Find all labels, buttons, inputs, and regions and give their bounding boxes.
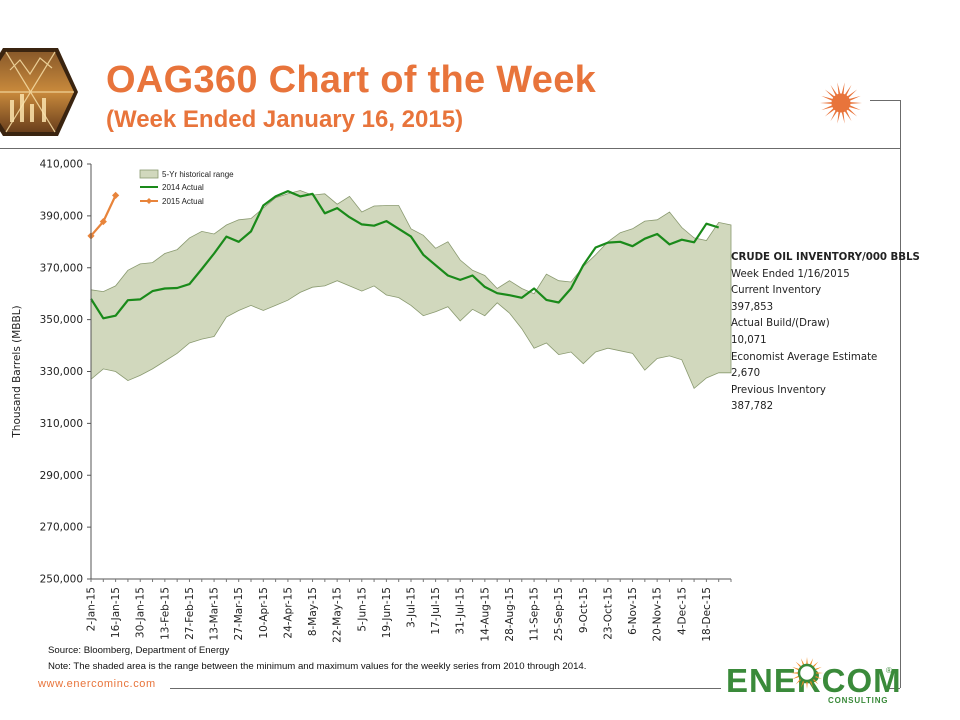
x-tick-label: 13-Feb-15 <box>159 587 171 640</box>
info-line: Economist Average Estimate <box>731 351 878 363</box>
ray-shape <box>841 110 845 124</box>
x-tick-label: 8-May-15 <box>307 587 319 636</box>
plot-area <box>87 190 732 390</box>
x-tick-label: 22-May-15 <box>332 587 344 643</box>
y-axis-title: Thousand Barrels (MBBL) <box>11 305 23 438</box>
ray-shape <box>841 82 845 96</box>
info-line: Previous Inventory <box>731 384 826 396</box>
info-line: 397,853 <box>731 301 774 313</box>
legend-marker-2015 <box>146 198 152 204</box>
legend-swatch-range <box>139 169 159 179</box>
x-tick-label: 16-Jan-15 <box>110 587 122 638</box>
inventory-chart: 250,000 270,000 290,000 310,000 330,000 350,0… <box>11 159 732 643</box>
frame-line-tick <box>870 100 900 101</box>
x-tick-label: 28-Aug-15 <box>504 587 516 642</box>
x-tick-label: 18-Dec-15 <box>701 587 713 642</box>
page-title: OAG360 Chart of the Week <box>106 59 597 101</box>
ray-shape <box>846 107 858 117</box>
info-line: Week Ended 1/16/2015 <box>731 268 850 280</box>
ray-shape <box>848 95 861 102</box>
y-tick-label: 250,000 <box>40 574 83 586</box>
info-line: Current Inventory <box>731 285 822 297</box>
info-line: Actual Build/(Draw) <box>731 318 830 330</box>
x-tick-label: 27-Feb-15 <box>184 587 196 640</box>
ray-shape <box>844 84 852 97</box>
info-heading: CRUDE OIL INVENTORY/000 BBLS <box>731 252 920 263</box>
chart-legend: 5-Yr historical range 2014 Actual 2015 Act… <box>139 169 234 206</box>
x-tick-label: 4-Dec-15 <box>676 587 688 635</box>
ray-shape <box>820 101 834 105</box>
sun-burst-icon <box>820 82 862 124</box>
x-tick-label: 20-Nov-15 <box>652 587 664 642</box>
x-tick-label: 23-Oct-15 <box>602 587 614 640</box>
ray-shape <box>844 109 852 122</box>
y-tick-label: 270,000 <box>40 522 83 534</box>
y-tick-label: 290,000 <box>40 470 83 482</box>
y-tick-label: 330,000 <box>40 366 83 378</box>
x-tick-label: 14-Aug-15 <box>479 587 491 642</box>
page-subtitle: (Week Ended January 16, 2015) <box>106 106 464 133</box>
registered-mark: ® <box>886 666 892 675</box>
x-tick-label: 9-Oct-15 <box>578 587 590 633</box>
frame-line-right <box>900 100 901 688</box>
y-tick-label: 390,000 <box>40 210 83 222</box>
enercom-tagline: CONSULTING <box>828 696 889 705</box>
x-tick-label: 19-Jun-15 <box>381 587 393 638</box>
x-tick-label: 27-Mar-15 <box>233 587 245 640</box>
legend-label: 2015 Actual <box>162 197 204 206</box>
x-tick-label: 3-Jul-15 <box>406 587 418 628</box>
x-tick-label: 2-Jan-15 <box>86 587 98 631</box>
info-line: 10,071 <box>731 334 767 346</box>
frame-line-bottom-right <box>885 688 900 689</box>
enercom-star-icon <box>791 657 823 689</box>
x-tick-label: 17-Jul-15 <box>430 587 442 635</box>
x-tick-label: 11-Sep-15 <box>529 587 541 641</box>
series-2015-line <box>90 194 117 237</box>
legend-label: 5-Yr historical range <box>162 170 234 179</box>
inventory-info-box: CRUDE OIL INVENTORY/000 BBLS Week Ended … <box>731 250 920 416</box>
source-note: Source: Bloomberg, Department of Energy <box>48 645 230 656</box>
x-tick-label: 31-Jul-15 <box>455 587 467 635</box>
x-tick-label: 25-Sep-15 <box>553 587 565 641</box>
ray-shape <box>830 84 838 97</box>
info-line: 387,782 <box>731 401 774 413</box>
shaded-area-note: Note: The shaded area is the range betwe… <box>48 661 587 672</box>
ray-shape <box>830 109 838 122</box>
frame-line-bottom <box>170 688 721 689</box>
info-line: 2,670 <box>731 368 761 380</box>
ray-shape <box>824 89 836 99</box>
website-link[interactable]: www.enercominc.com <box>38 678 156 690</box>
x-tick-label: 24-Apr-15 <box>282 587 294 639</box>
x-tick-label: 30-Jan-15 <box>135 587 147 638</box>
ray-shape <box>848 101 862 105</box>
ray-shape <box>837 110 841 124</box>
y-tick-label: 350,000 <box>40 314 83 326</box>
x-tick-label: 6-Nov-15 <box>627 587 639 635</box>
enercom-logo: ENERCOM ® CONSULTING <box>720 657 901 708</box>
ray-shape <box>837 82 841 96</box>
series-2014-line <box>90 190 720 320</box>
historical-range-area <box>90 190 732 390</box>
x-tick-label: 13-Mar-15 <box>209 587 221 640</box>
ray-shape <box>846 89 858 99</box>
legend-label: 2014 Actual <box>162 183 204 192</box>
y-tick-label: 410,000 <box>40 159 83 171</box>
ray-shape <box>821 95 834 102</box>
series-2015-point <box>112 191 120 199</box>
y-tick-label: 370,000 <box>40 262 83 274</box>
frame-line-top <box>0 148 900 149</box>
ray-shape <box>821 104 834 111</box>
x-tick-label: 10-Apr-15 <box>258 587 270 639</box>
chart-axes: 250,000 270,000 290,000 310,000 330,000 350,0… <box>11 159 732 643</box>
ray-shape <box>848 104 861 111</box>
oag360-hex-logo <box>0 48 78 136</box>
series-2015-point <box>99 217 107 226</box>
y-tick-label: 310,000 <box>40 418 83 430</box>
ray-shape <box>824 107 836 117</box>
x-tick-label: 5-Jun-15 <box>356 587 368 632</box>
